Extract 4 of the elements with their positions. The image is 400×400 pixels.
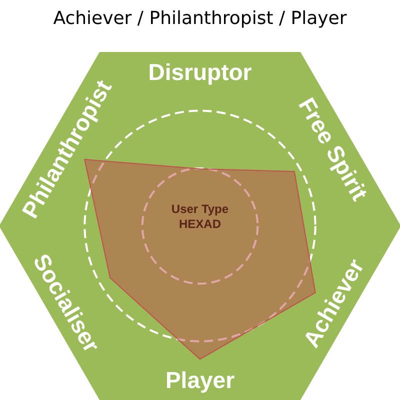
text: User Type HEXAD	[170, 202, 230, 232]
spoke-label: Player	[165, 367, 235, 393]
spoke-label: Disruptor	[148, 59, 252, 85]
chart-title: Achiever / Philanthropist / Player	[52, 7, 348, 31]
